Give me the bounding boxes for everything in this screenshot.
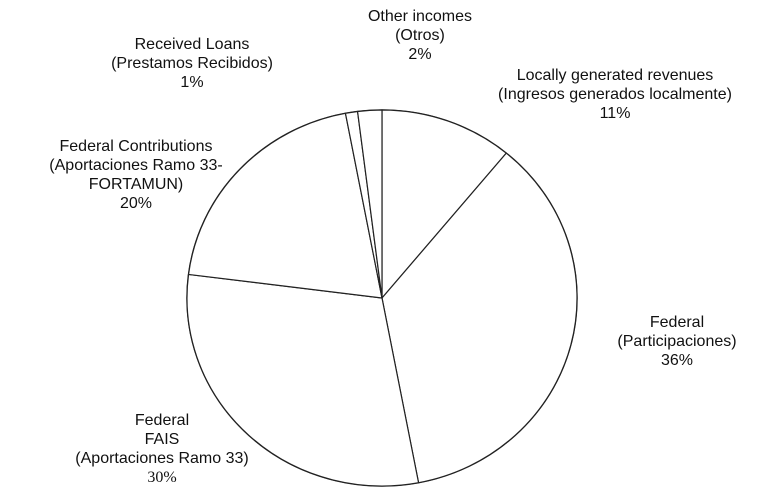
slice-label-line: Federal Contributions	[59, 138, 213, 155]
slice-label-other-incomes: Other incomes (Otros) 2%	[368, 7, 472, 64]
slice-label-line: (Participaciones)	[617, 333, 737, 350]
slice-label-line: Received Loans	[134, 36, 250, 53]
slice-label-line: (Prestamos Recibidos)	[111, 55, 273, 72]
slice-label-line: FAIS	[144, 431, 180, 448]
slice-label-received-loans: Received Loans (Prestamos Recibidos) 1%	[111, 35, 273, 92]
slice-value-label: 2%	[408, 46, 432, 63]
slice-label-line: Federal	[649, 314, 705, 331]
pie-slice-3	[187, 112, 383, 299]
slice-label-line: Locally generated revenues	[516, 67, 714, 84]
slice-label-line: (Ingresos generados localmente)	[498, 86, 732, 103]
pie-slice-2	[186, 273, 420, 487]
slice-value-label: 36%	[660, 352, 694, 369]
pie-slice-0	[381, 109, 507, 299]
slice-value-label: 20%	[119, 195, 153, 212]
slice-label-federal-participaciones: Federal (Participaciones) 36%	[617, 313, 736, 370]
slice-label-line: Other incomes	[367, 8, 473, 25]
slice-label-line: (Otros)	[395, 27, 445, 44]
slice-label-line: Federal	[134, 412, 190, 429]
slice-label-federal-fais: Federal FAIS (Aportaciones Ramo 33) 30%	[75, 411, 248, 487]
slice-value-label: 11%	[599, 105, 631, 122]
slice-value-label: 30%	[147, 469, 177, 486]
slice-label-federal-contributions: Federal Contributions (Aportaciones Ramo…	[49, 137, 222, 213]
slice-label-line: (Aportaciones Ramo 33-	[49, 157, 223, 174]
slice-label-line: FORTAMUN)	[88, 176, 184, 193]
slice-label-line: (Aportaciones Ramo 33)	[75, 450, 249, 467]
pie-slice-5	[356, 109, 383, 299]
pie-slice-1	[381, 152, 578, 484]
slice-value-label: 1%	[180, 74, 204, 91]
slice-label-locally-generated-revenues: Locally generated revenues (Ingresos gen…	[498, 66, 732, 123]
